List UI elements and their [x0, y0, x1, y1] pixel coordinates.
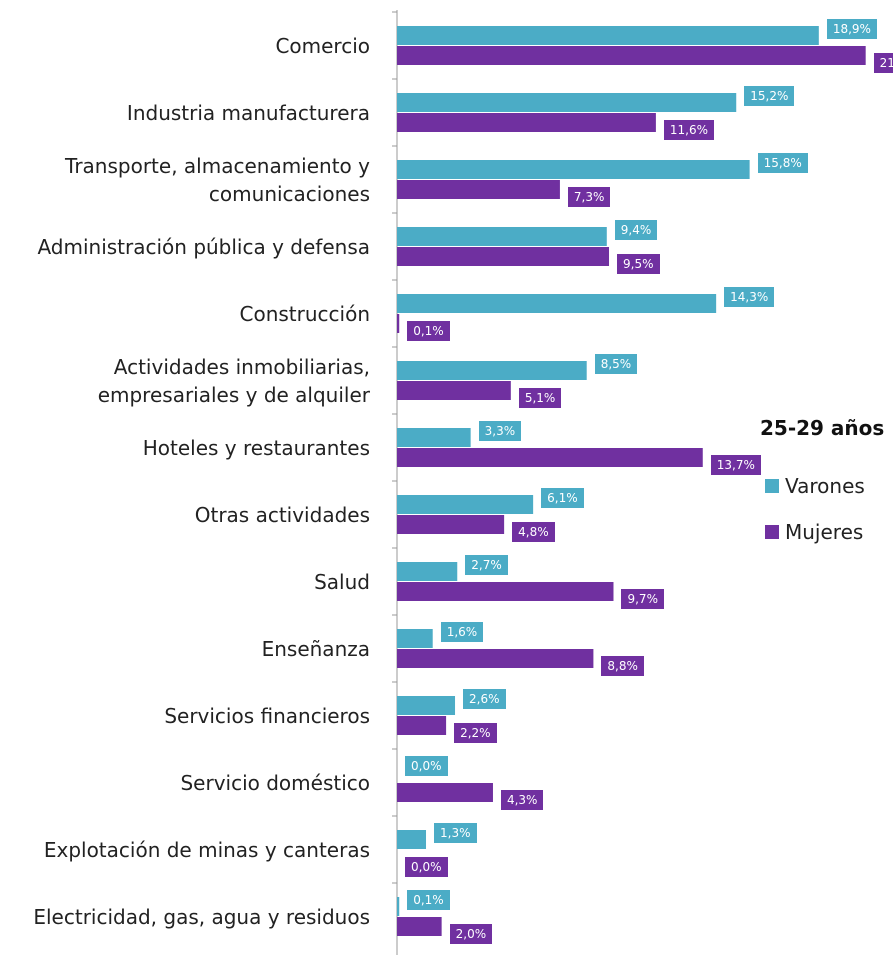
category-label: Explotación de minas y canteras [43, 838, 370, 862]
bar [397, 160, 750, 179]
value-label: 8,8% [601, 656, 644, 676]
legend-label: Mujeres [785, 520, 864, 544]
bar [397, 294, 717, 313]
value-label: 0,0% [405, 857, 448, 877]
bar [397, 629, 433, 648]
value-label: 9,4% [614, 220, 658, 240]
category-label: Transporte, almacenamiento y comunicacio… [65, 154, 370, 206]
bar [397, 515, 505, 534]
value-label: 9,7% [621, 589, 664, 609]
bar [397, 830, 427, 849]
bar [397, 562, 458, 581]
bar [397, 113, 656, 132]
legend-label: Varones [785, 474, 865, 498]
bar [397, 361, 587, 380]
category-label: Enseñanza [261, 637, 370, 661]
value-label: 1,3% [434, 823, 477, 843]
category-label: Salud [314, 570, 370, 594]
bar [397, 897, 400, 916]
bar [397, 917, 442, 936]
category-label: Hoteles y restaurantes [142, 436, 370, 460]
value-label: 2,0% [449, 924, 493, 944]
value-label: 2,2% [454, 723, 497, 743]
category-label: Comercio [275, 34, 370, 58]
bar [397, 26, 819, 45]
bar [397, 314, 400, 333]
legend-entry: Mujeres [765, 520, 863, 544]
category-label: Actividades inmobiliarias, empresariales… [97, 355, 370, 407]
bar [397, 46, 866, 65]
value-label: 4,8% [512, 522, 555, 542]
value-label: 3,3% [478, 421, 522, 441]
bar [397, 716, 447, 735]
value-label: 21,0% [873, 53, 893, 73]
legend-title: 25-29 años [760, 416, 885, 440]
bar [397, 428, 471, 447]
category-label: Electricidad, gas, agua y residuos [33, 905, 370, 929]
value-label: 2,6% [463, 689, 506, 709]
bar [397, 582, 614, 601]
value-label: 8,5% [594, 354, 638, 374]
value-label: 18,9% [826, 19, 877, 39]
bar [397, 696, 456, 715]
value-label: 2,7% [465, 555, 508, 575]
value-label: 0,0% [405, 756, 448, 776]
value-label: 13,7% [710, 455, 761, 475]
bar [397, 381, 511, 400]
bar [397, 93, 737, 112]
value-label: 7,3% [567, 187, 611, 207]
value-label: 0,1% [407, 321, 450, 341]
value-label: 0,1% [407, 890, 450, 910]
legend-swatch [765, 525, 779, 539]
category-label: Construcción [239, 302, 371, 326]
bar [397, 448, 703, 467]
category-label: Otras actividades [194, 503, 370, 527]
bar [397, 783, 493, 802]
value-label: 4,3% [500, 790, 544, 810]
bar [397, 227, 607, 246]
bar [397, 247, 610, 266]
category-label: Servicio doméstico [180, 771, 370, 795]
value-label: 11,6% [663, 120, 715, 140]
value-label: 5,1% [518, 388, 562, 408]
value-label: 15,8% [757, 153, 808, 173]
category-label: Servicios financieros [164, 704, 370, 728]
value-label: 9,5% [617, 254, 660, 274]
value-label: 14,3% [724, 287, 775, 307]
category-label: Administración pública y defensa [37, 235, 370, 259]
legend-entry: Varones [765, 474, 865, 498]
category-label: Industria manufacturera [126, 101, 370, 125]
legend-swatch [765, 479, 779, 493]
value-label: 1,6% [440, 622, 484, 642]
bar [397, 495, 534, 514]
value-label: 15,2% [744, 86, 795, 106]
bar [397, 180, 560, 199]
bar [397, 649, 594, 668]
value-label: 6,1% [541, 488, 584, 508]
